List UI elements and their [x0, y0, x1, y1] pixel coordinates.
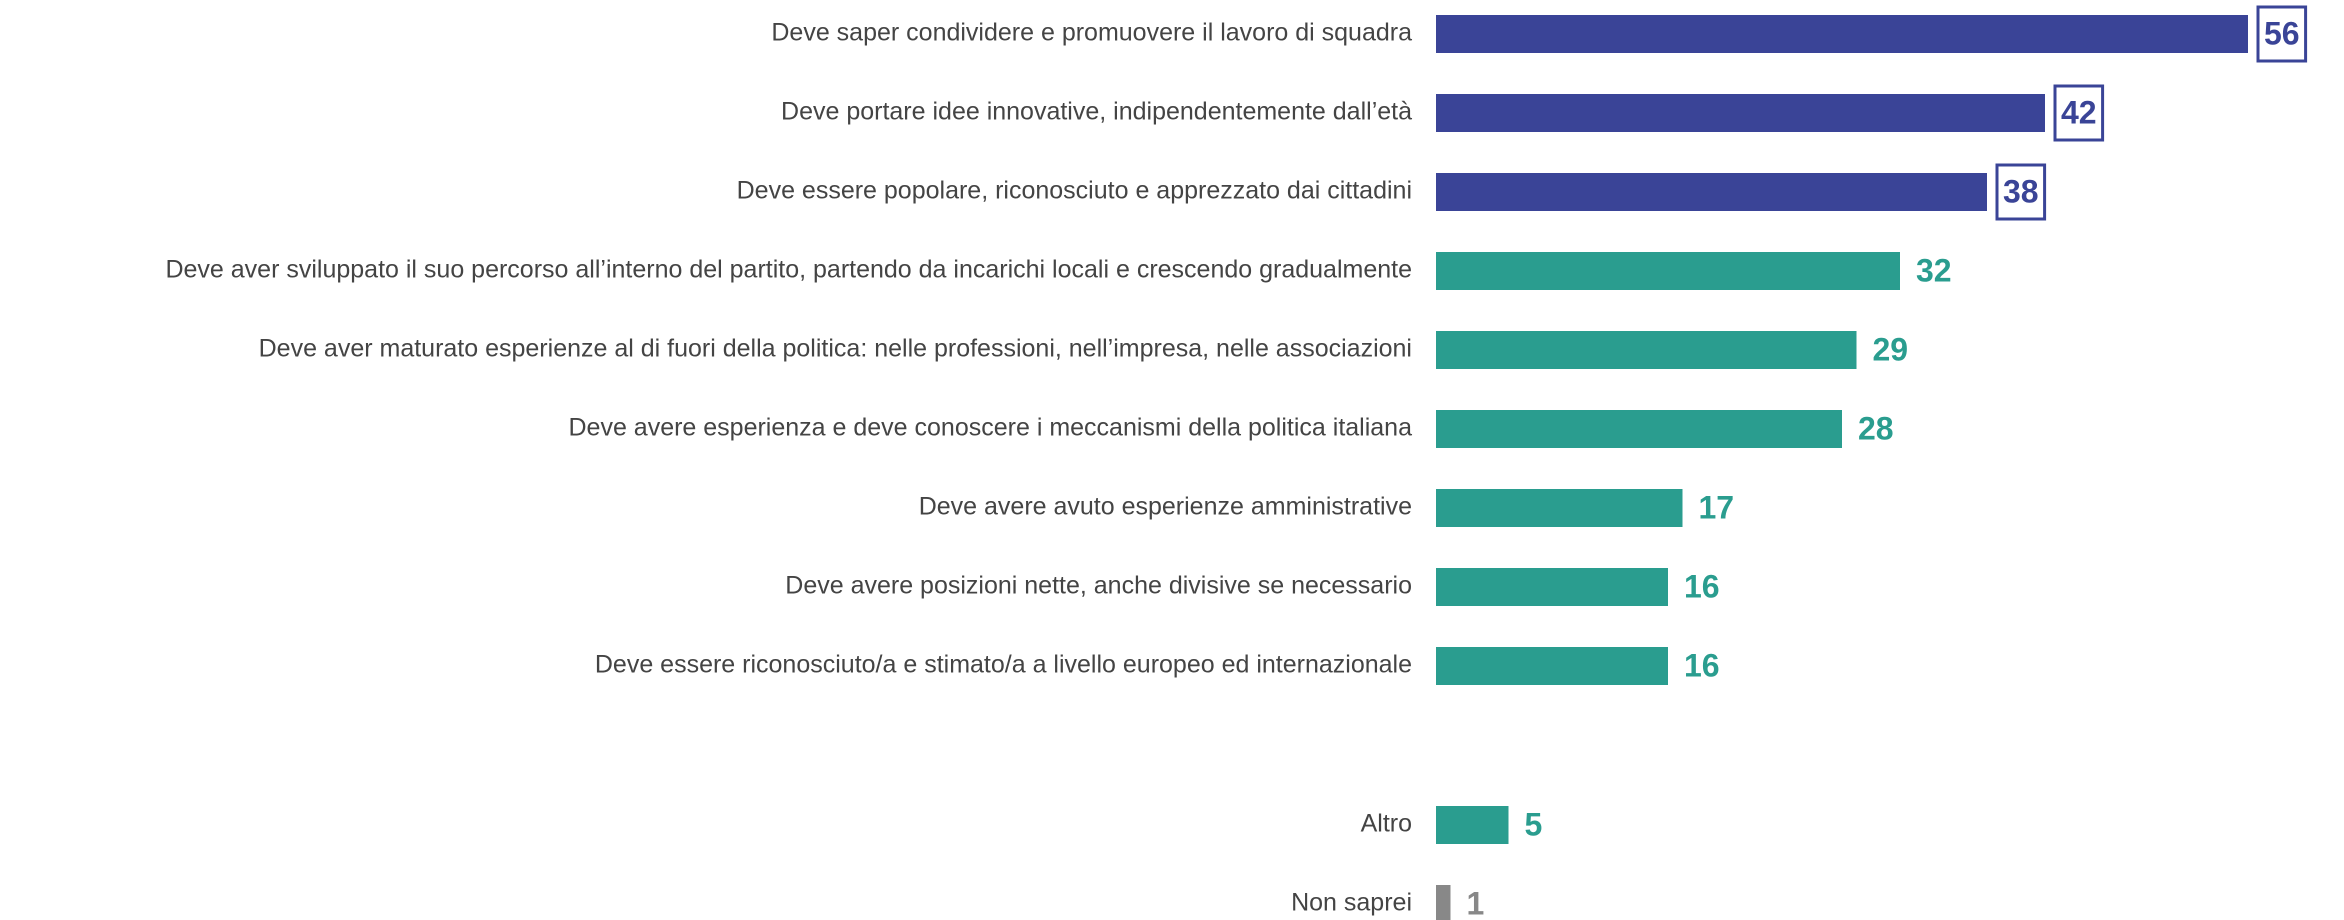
category-label: Deve avere esperienza e deve conoscere i… — [568, 414, 1412, 442]
bar — [1436, 15, 2248, 53]
value-label: 5 — [1525, 806, 1543, 842]
value-label: 28 — [1858, 410, 1894, 446]
category-label: Deve aver sviluppato il suo percorso all… — [165, 256, 1412, 284]
value-label: 1 — [1467, 885, 1485, 920]
bar — [1436, 331, 1857, 369]
bar — [1436, 647, 1668, 685]
value-label: 42 — [2061, 94, 2097, 130]
category-label: Deve essere riconosciuto/a e stimato/a a… — [595, 651, 1412, 679]
value-label: 16 — [1684, 568, 1720, 604]
category-label: Deve avere avuto esperienze amministrati… — [919, 493, 1412, 521]
bar — [1436, 568, 1668, 606]
value-label: 17 — [1699, 489, 1735, 525]
category-label: Deve aver maturato esperienze al di fuor… — [259, 335, 1412, 363]
category-label: Deve essere popolare, riconosciuto e app… — [737, 177, 1412, 205]
value-label-box — [1995, 163, 2047, 221]
value-label: 38 — [2003, 173, 2039, 209]
value-label: 16 — [1684, 647, 1720, 683]
value-label: 29 — [1873, 331, 1909, 367]
bar — [1436, 885, 1451, 920]
category-label: Deve saper condividere e promuovere il l… — [771, 19, 1412, 47]
bar — [1436, 410, 1842, 448]
category-label: Non saprei — [1291, 889, 1412, 917]
value-label-box — [2256, 5, 2308, 63]
value-label: 32 — [1916, 252, 1952, 288]
bar — [1436, 173, 1987, 211]
category-label: Deve avere posizioni nette, anche divisi… — [785, 572, 1412, 600]
bar — [1436, 806, 1509, 844]
category-label: Deve portare idee innovative, indipenden… — [781, 98, 1412, 126]
bar — [1436, 489, 1683, 527]
value-label-box — [2053, 84, 2105, 142]
bar — [1436, 94, 2045, 132]
category-label: Altro — [1361, 810, 1412, 838]
value-label: 56 — [2264, 15, 2300, 51]
bar — [1436, 252, 1900, 290]
